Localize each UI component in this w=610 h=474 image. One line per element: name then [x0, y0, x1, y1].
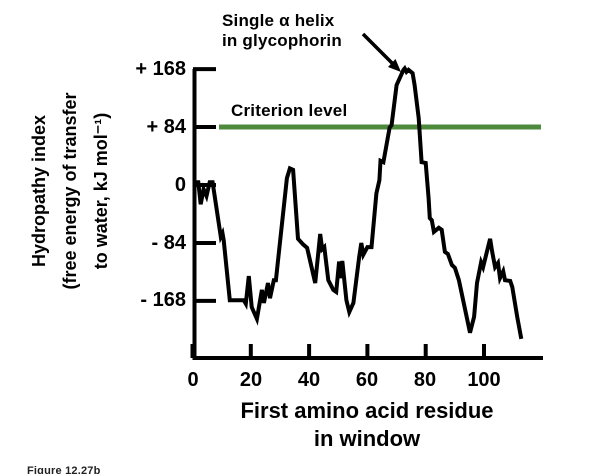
- y-tick-label-neg168: - 168: [140, 289, 186, 311]
- x-axis-title: First amino acid residue in window: [217, 397, 517, 453]
- hydropathy-curve: [192, 64, 524, 340]
- annotation-label: Single α helix in glycophorin: [222, 11, 412, 51]
- y-axis-title-line1: Hydropathy index: [29, 114, 49, 268]
- x-axis-title-line1: First amino acid residue: [240, 398, 494, 423]
- x-tick-label-0: 0: [187, 369, 199, 391]
- x-axis-title-line2: in window: [313, 426, 421, 451]
- x-tick-label-80: 80: [413, 369, 437, 391]
- y-tick-label-neg84: - 84: [151, 232, 186, 254]
- y-tick-label-0: 0: [174, 174, 186, 196]
- annotation-line1: Single α helix: [222, 11, 335, 30]
- y-axis-title-line2: (free energy of transfer: [60, 92, 80, 290]
- x-tick-label-20: 20: [239, 369, 263, 391]
- y-tick-label-168: + 168: [135, 58, 186, 80]
- x-tick-label-60: 60: [355, 369, 379, 391]
- annotation-line2: in glycophorin: [222, 31, 342, 50]
- x-tick-label-100: 100: [467, 369, 501, 391]
- y-tick-label-84: + 84: [146, 116, 186, 138]
- figure-caption: Figure 12.27b: [27, 465, 101, 474]
- annotation-arrow: [361, 32, 401, 72]
- axis-ticks: [190, 67, 486, 358]
- y-axis-title: Hydropathy index (free energy of transfe…: [24, 51, 120, 331]
- y-axis-title-line3: to water, kJ mol⁻¹): [91, 112, 111, 270]
- criterion-level-label: Criterion level: [231, 101, 348, 120]
- x-tick-label-40: 40: [297, 369, 321, 391]
